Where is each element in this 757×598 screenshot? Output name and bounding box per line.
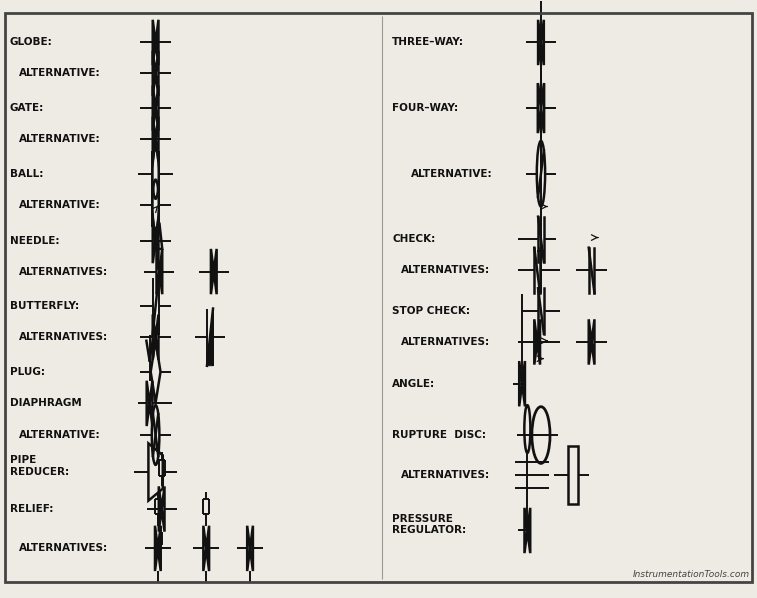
Text: InstrumentationTools.com: InstrumentationTools.com xyxy=(633,570,750,579)
Polygon shape xyxy=(211,249,217,294)
Text: ALTERNATIVES:: ALTERNATIVES: xyxy=(19,332,108,342)
Text: THREE–WAY:: THREE–WAY: xyxy=(392,38,464,47)
Text: ALTERNATIVE:: ALTERNATIVE: xyxy=(411,169,493,179)
Text: PLUG:: PLUG: xyxy=(10,367,45,377)
Text: CHECK:: CHECK: xyxy=(392,234,435,245)
Text: GLOBE:: GLOBE: xyxy=(10,38,52,47)
Text: NEEDLE:: NEEDLE: xyxy=(10,236,59,246)
Text: ALTERNATIVES:: ALTERNATIVES: xyxy=(401,470,491,480)
Text: ALTERNATIVE:: ALTERNATIVE: xyxy=(19,134,101,144)
Bar xyxy=(568,446,578,504)
Text: FOUR–WAY:: FOUR–WAY: xyxy=(392,103,458,113)
Text: ALTERNATIVES:: ALTERNATIVES: xyxy=(401,337,491,347)
Polygon shape xyxy=(534,319,540,365)
Text: ALTERNATIVE:: ALTERNATIVE: xyxy=(19,200,101,210)
Text: BUTTERFLY:: BUTTERFLY: xyxy=(10,301,79,311)
Text: ANGLE:: ANGLE: xyxy=(392,379,435,389)
Text: ALTERNATIVES:: ALTERNATIVES: xyxy=(19,267,108,276)
Text: ALTERNATIVE:: ALTERNATIVE: xyxy=(19,69,101,78)
Text: GATE:: GATE: xyxy=(10,103,44,113)
Text: PIPE
REDUCER:: PIPE REDUCER: xyxy=(10,455,69,477)
Text: ALTERNATIVE:: ALTERNATIVE: xyxy=(19,430,101,440)
Polygon shape xyxy=(153,20,158,65)
Polygon shape xyxy=(155,526,160,571)
Text: RUPTURE  DISC:: RUPTURE DISC: xyxy=(392,430,486,440)
Text: ALTERNATIVES:: ALTERNATIVES: xyxy=(401,266,491,275)
Polygon shape xyxy=(207,309,213,366)
Text: RELIEF:: RELIEF: xyxy=(10,504,53,514)
Text: DIAPHRAGM: DIAPHRAGM xyxy=(10,398,82,408)
Text: ALTERNATIVES:: ALTERNATIVES: xyxy=(19,544,108,553)
Text: BALL:: BALL: xyxy=(10,169,43,179)
Text: STOP CHECK:: STOP CHECK: xyxy=(392,306,470,316)
Text: PRESSURE
REGULATOR:: PRESSURE REGULATOR: xyxy=(392,514,466,535)
